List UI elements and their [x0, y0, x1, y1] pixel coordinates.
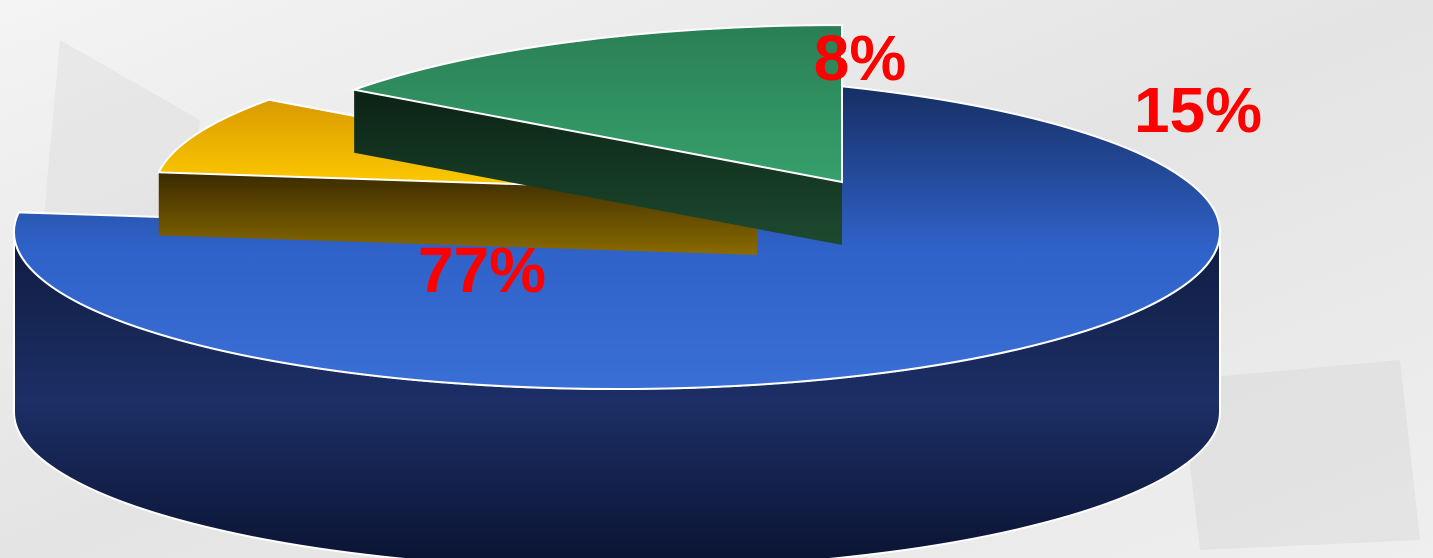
- slices-layer: [13, 23, 1221, 558]
- slice-top: [350, 23, 843, 184]
- slice-cut-face: [354, 89, 842, 245]
- data-label-slice-77: 77%: [418, 234, 546, 306]
- data-label-slice-8: 8%: [814, 22, 907, 94]
- slice-77: [13, 73, 1221, 558]
- data-label-slice-15: 15%: [1134, 74, 1262, 146]
- labels-layer: 77% 8% 15%: [418, 22, 1262, 306]
- slice-top: [13, 73, 1221, 390]
- slice-15: [350, 23, 843, 245]
